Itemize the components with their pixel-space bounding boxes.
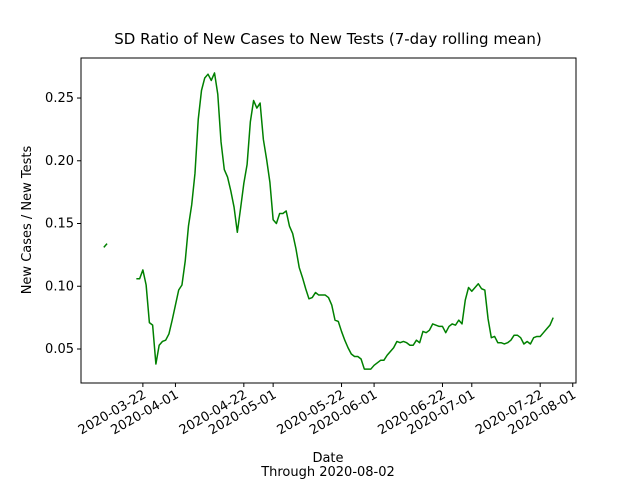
y-axis-label: New Cases / New Tests [20, 145, 35, 294]
plot-frame [80, 57, 577, 384]
y-tick-label: 0.10 [45, 279, 74, 294]
y-tick-label: 0.20 [45, 154, 74, 169]
data-line [103, 72, 554, 370]
x-axis-caption: Through 2020-08-02 [260, 465, 395, 480]
chart-title: SD Ratio of New Cases to New Tests (7-da… [114, 30, 541, 48]
y-tick-label: 0.15 [45, 217, 74, 232]
y-tick-label: 0.25 [45, 91, 74, 106]
x-axis-label: Date [312, 451, 343, 466]
y-tick-label: 0.05 [45, 342, 74, 357]
